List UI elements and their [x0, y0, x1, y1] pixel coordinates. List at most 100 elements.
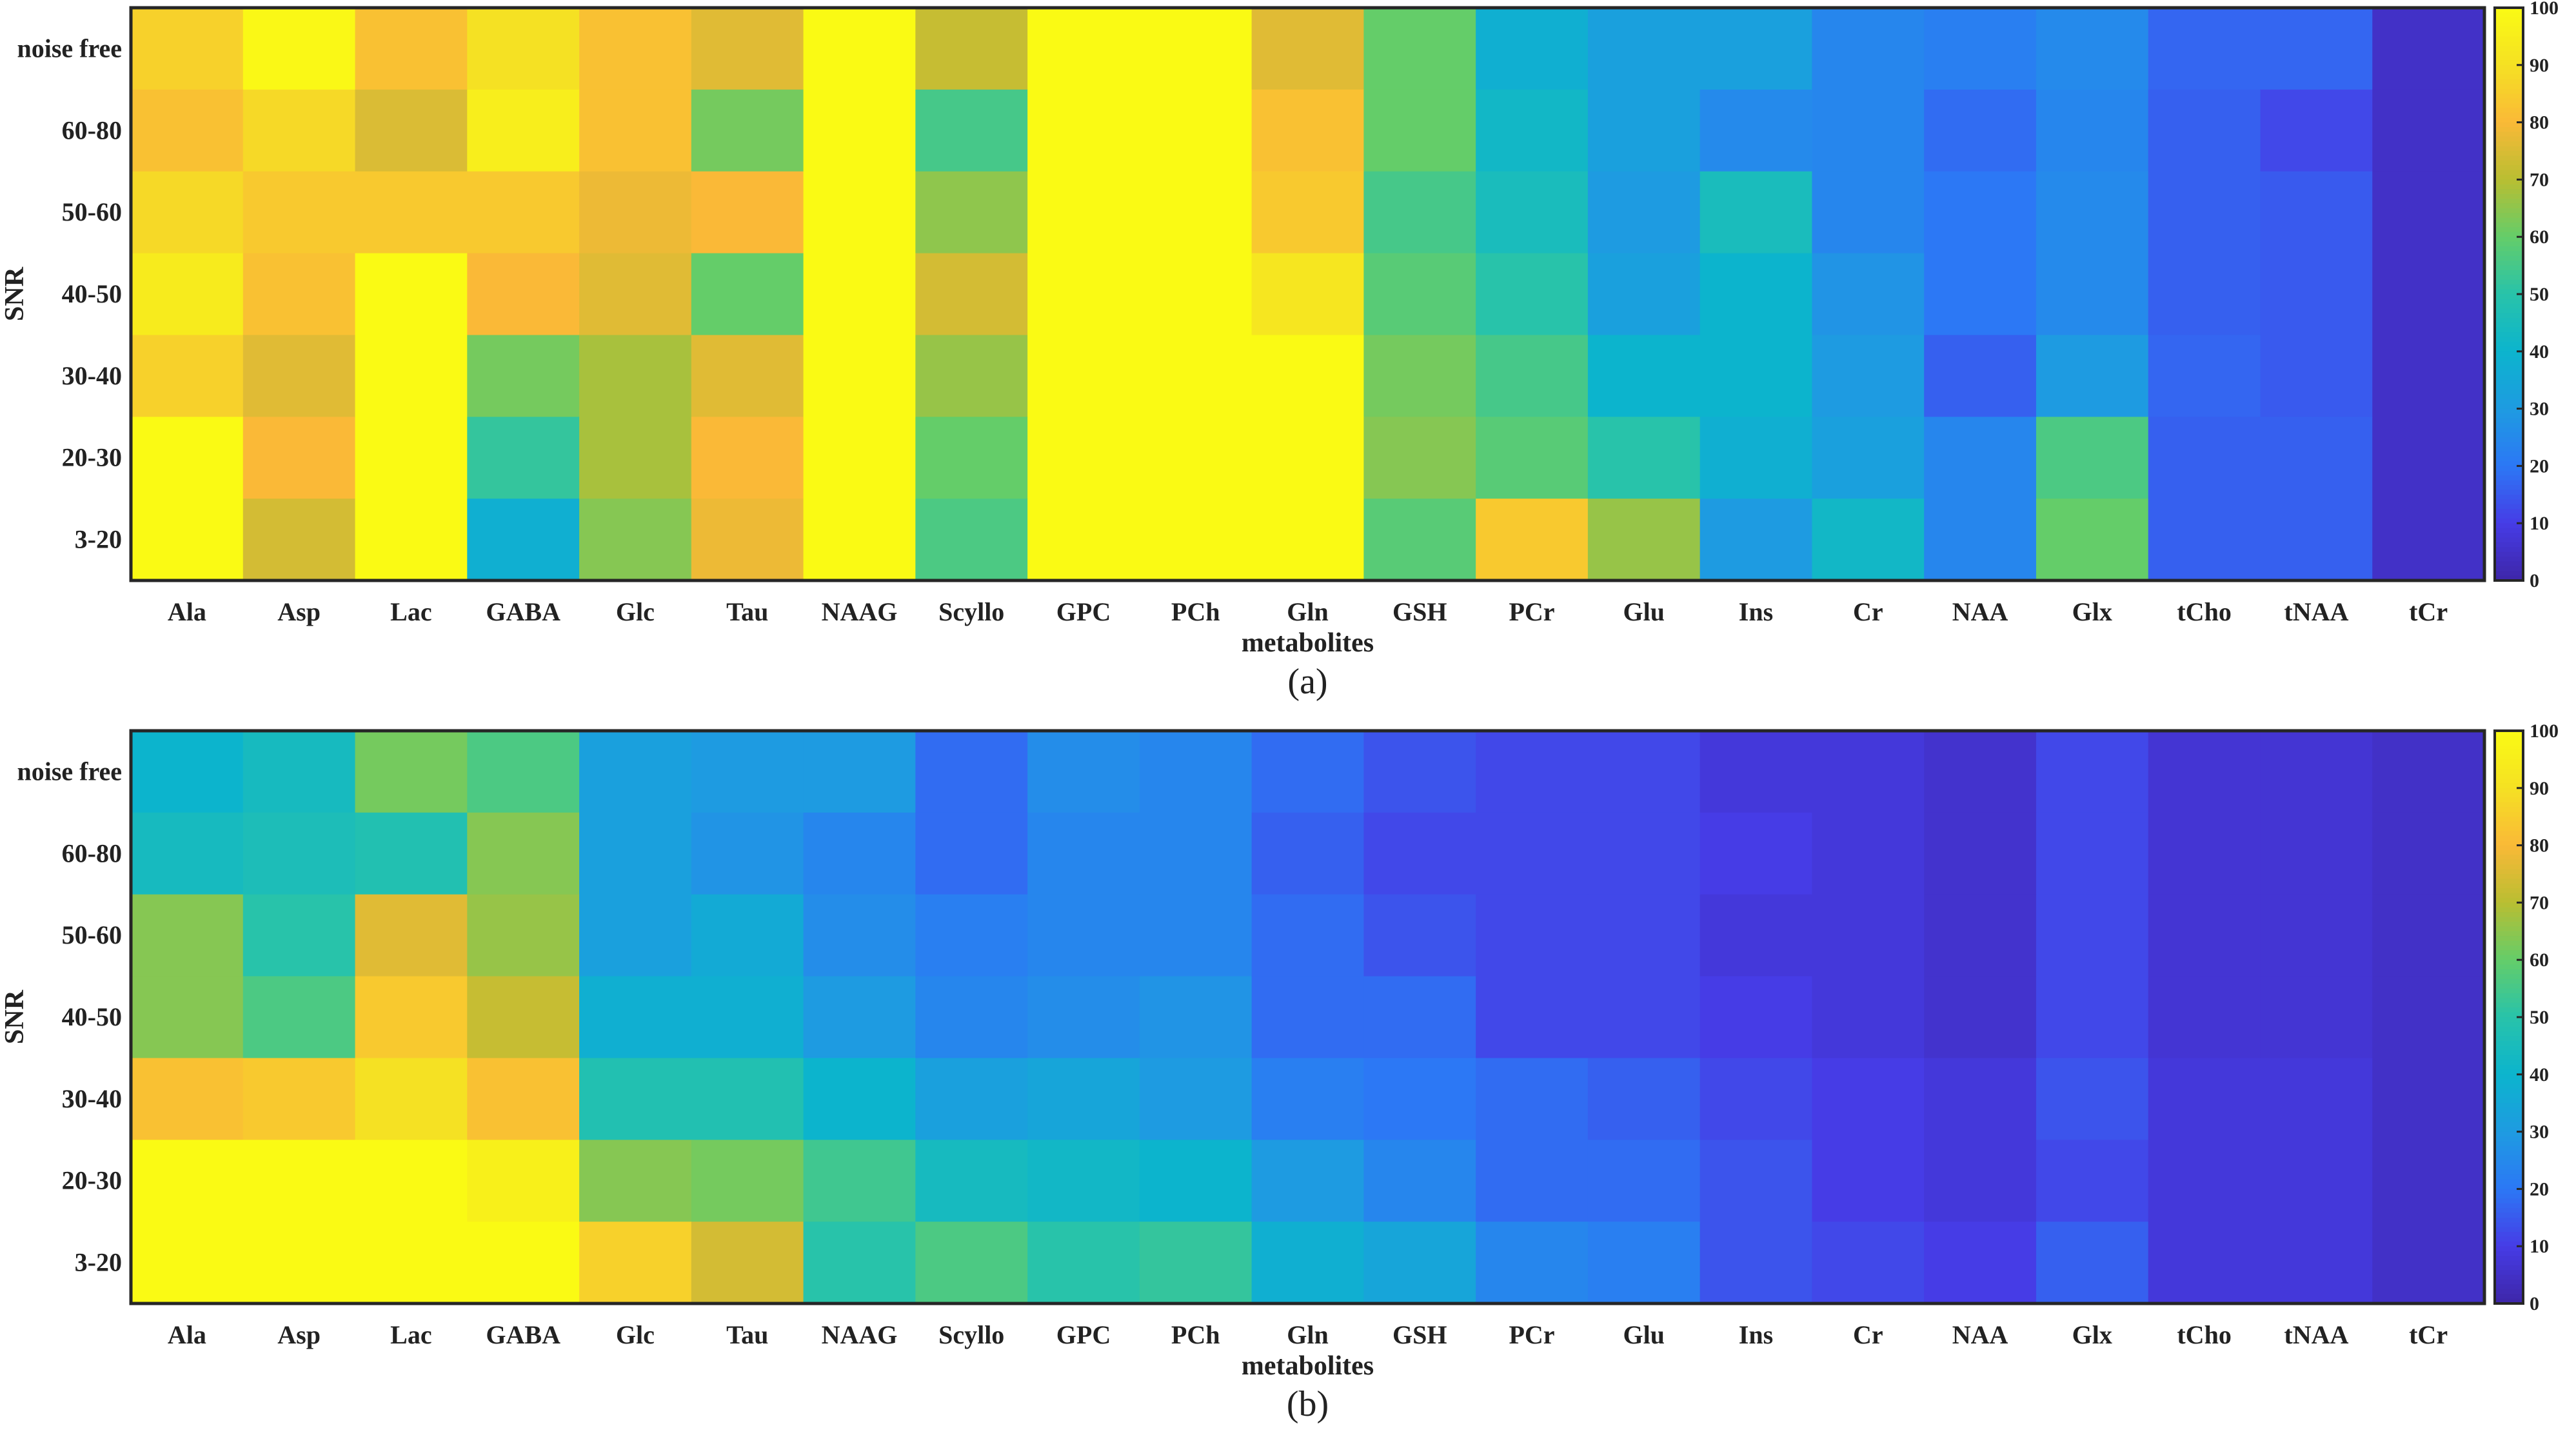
heatmap-cell — [579, 1058, 692, 1140]
colorbar-segment — [2495, 1136, 2523, 1142]
x-tick-label: Ins — [1739, 1320, 1773, 1349]
colorbar-segment — [2495, 108, 2523, 114]
heatmap-cell — [1924, 731, 2037, 813]
colorbar-segment — [2495, 494, 2523, 500]
heatmap-cell — [2372, 89, 2485, 172]
heatmap-cell — [2372, 253, 2485, 336]
heatmap-cell — [1251, 1140, 1364, 1222]
heatmap-cell — [467, 731, 580, 813]
y-tick-label: 20-30 — [62, 443, 122, 472]
colorbar-segment — [2495, 94, 2523, 99]
x-tick-label: NAAG — [822, 597, 898, 626]
colorbar-segment — [2495, 1151, 2523, 1156]
heatmap-cell — [2260, 1140, 2373, 1222]
heatmap-cell — [1812, 171, 1925, 254]
heatmap-cell — [1476, 89, 1589, 172]
heatmap-cell — [1812, 731, 1925, 813]
heatmap-cell — [1027, 976, 1140, 1059]
heatmap-cell — [2148, 812, 2261, 895]
x-tick-label: tNAA — [2284, 1320, 2348, 1349]
y-tick-label: 60-80 — [62, 838, 122, 867]
x-tick-label: Ala — [168, 1320, 206, 1349]
x-tick-label: Lac — [390, 1320, 431, 1349]
heatmap-cell — [1812, 812, 1925, 895]
heatmap-cell — [579, 171, 692, 254]
colorbar-segment — [2495, 342, 2523, 348]
y-tick-label: 50-60 — [62, 197, 122, 226]
colorbar-segment — [2495, 1026, 2523, 1032]
colorbar-segment — [2495, 251, 2523, 257]
heatmap-cell — [1139, 731, 1253, 813]
heatmap-cell — [579, 253, 692, 336]
colorbar-segment — [2495, 1098, 2523, 1104]
heatmap-cell — [691, 499, 804, 581]
heatmap-cell — [579, 976, 692, 1059]
colorbar-segment — [2495, 1236, 2523, 1242]
plot-frame — [129, 6, 2486, 582]
colorbar-segment — [2495, 1169, 2523, 1175]
colorbar-segment — [2495, 351, 2523, 357]
colorbar-segment — [2495, 998, 2523, 1004]
colorbar-segment — [2495, 332, 2523, 338]
heatmap-cell — [467, 417, 580, 499]
heatmap-cell — [2148, 1222, 2261, 1304]
colorbar-segment — [2495, 475, 2523, 481]
colorbar-segment — [2495, 117, 2523, 123]
heatmap-cell — [1924, 499, 2037, 581]
colorbar-tick-label: 10 — [2530, 513, 2549, 534]
x-tick-label: Glx — [2072, 1320, 2112, 1349]
colorbar-segment — [2495, 442, 2523, 448]
heatmap-cell — [1251, 894, 1364, 977]
colorbar-segment — [2495, 974, 2523, 980]
x-tick-label: tCr — [2409, 597, 2448, 626]
heatmap-cell — [2036, 1058, 2149, 1140]
heatmap-cell — [2036, 335, 2149, 417]
heatmap-cell — [1363, 1222, 1476, 1304]
colorbar-segment — [2495, 499, 2523, 505]
heatmap-cell — [1251, 499, 1364, 581]
heatmap-cell — [243, 1058, 356, 1140]
x-tick-label: Tau — [726, 1320, 768, 1349]
y-axis-label: SNR — [0, 266, 30, 321]
heatmap-cell — [355, 1058, 468, 1140]
colorbar-segment — [2495, 432, 2523, 438]
colorbar-segment — [2495, 12, 2523, 18]
colorbar-segment — [2495, 237, 2523, 243]
colorbar-segment — [2495, 731, 2523, 737]
heatmap-cell — [1027, 8, 1140, 90]
y-tick-label: noise free — [17, 34, 122, 63]
heatmap-cell — [1139, 1058, 1253, 1140]
colorbar-segment — [2495, 922, 2523, 927]
heatmap-cell — [691, 253, 804, 336]
colorbar-segment — [2495, 122, 2523, 128]
colorbar-segment — [2495, 912, 2523, 918]
colorbar-segment — [2495, 384, 2523, 390]
heatmap-cell — [1251, 171, 1364, 254]
colorbar-tick-label: 100 — [2530, 0, 2559, 19]
colorbar-segment — [2495, 936, 2523, 942]
heatmap-cell — [1139, 89, 1253, 172]
heatmap-cell — [355, 253, 468, 336]
heatmap-cell — [915, 812, 1028, 895]
heatmap-cell — [1699, 1058, 1813, 1140]
heatmap-cell — [1363, 89, 1476, 172]
colorbar-segment — [2495, 1270, 2523, 1276]
x-tick-label: NAA — [1952, 597, 2008, 626]
x-tick-label: NAA — [1952, 1320, 2008, 1349]
colorbar-segment — [2495, 308, 2523, 314]
colorbar-segment — [2495, 955, 2523, 960]
heatmap-cell — [1251, 89, 1364, 172]
heatmap-cell — [2372, 976, 2485, 1059]
heatmap-cell — [691, 335, 804, 417]
x-tick-label: Asp — [277, 1320, 321, 1349]
colorbar-segment — [2495, 969, 2523, 975]
heatmap-cell — [1924, 335, 2037, 417]
colorbar-segment — [2495, 279, 2523, 285]
x-tick-label: Gln — [1287, 1320, 1328, 1349]
heatmap-cell — [1924, 1222, 2037, 1304]
colorbar-segment — [2495, 136, 2523, 142]
heatmap-cell — [2372, 417, 2485, 499]
heatmap-cell — [243, 8, 356, 90]
heatmap-cell — [1924, 1058, 2037, 1140]
heatmap-cell — [243, 417, 356, 499]
